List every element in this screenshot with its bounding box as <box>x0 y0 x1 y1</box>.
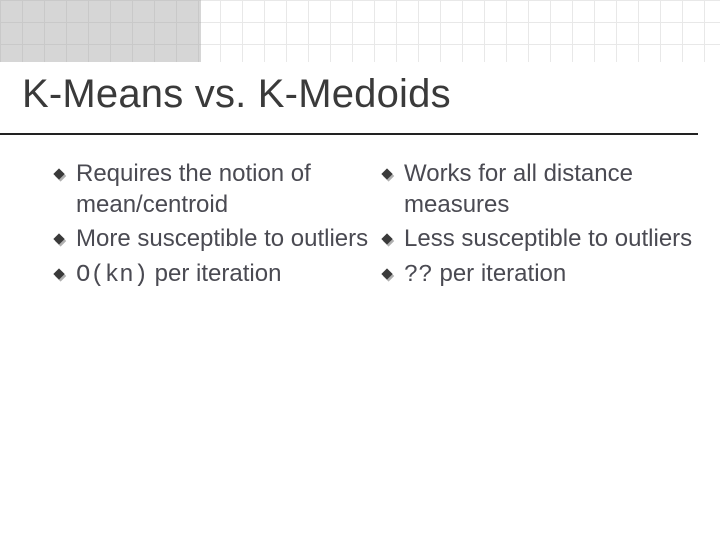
columns: Requires the notion of mean/centroid Mor… <box>0 135 720 296</box>
item-text: More susceptible to outliers <box>76 224 370 255</box>
diamond-bullet-icon <box>52 232 66 246</box>
item-text: Works for all distance measures <box>404 159 698 220</box>
code-text: O(kn) <box>76 262 148 289</box>
list-item: ?? per iteration <box>380 259 698 292</box>
diamond-bullet-icon <box>52 267 66 281</box>
left-column: Requires the notion of mean/centroid Mor… <box>52 159 370 296</box>
list-item: Requires the notion of mean/centroid <box>52 159 370 220</box>
slide: K-Means vs. K-Medoids Requires the notio… <box>0 0 720 540</box>
item-text: ?? per iteration <box>404 259 698 292</box>
diamond-bullet-icon <box>52 167 66 181</box>
list-item: Less susceptible to outliers <box>380 224 698 255</box>
item-text: Less susceptible to outliers <box>404 224 698 255</box>
diamond-bullet-icon <box>380 167 394 181</box>
diamond-bullet-icon <box>380 267 394 281</box>
list-item: More susceptible to outliers <box>52 224 370 255</box>
item-text: O(kn) per iteration <box>76 259 370 292</box>
list-item: Works for all distance measures <box>380 159 698 220</box>
slide-content: K-Means vs. K-Medoids Requires the notio… <box>0 62 720 540</box>
list-item: O(kn) per iteration <box>52 259 370 292</box>
suffix-text: per iteration <box>433 260 566 287</box>
suffix-text: per iteration <box>148 260 281 287</box>
slide-title: K-Means vs. K-Medoids <box>0 62 698 135</box>
item-text: Requires the notion of mean/centroid <box>76 159 370 220</box>
code-text: ?? <box>404 262 433 289</box>
right-column: Works for all distance measures Less sus… <box>380 159 698 296</box>
diamond-bullet-icon <box>380 232 394 246</box>
